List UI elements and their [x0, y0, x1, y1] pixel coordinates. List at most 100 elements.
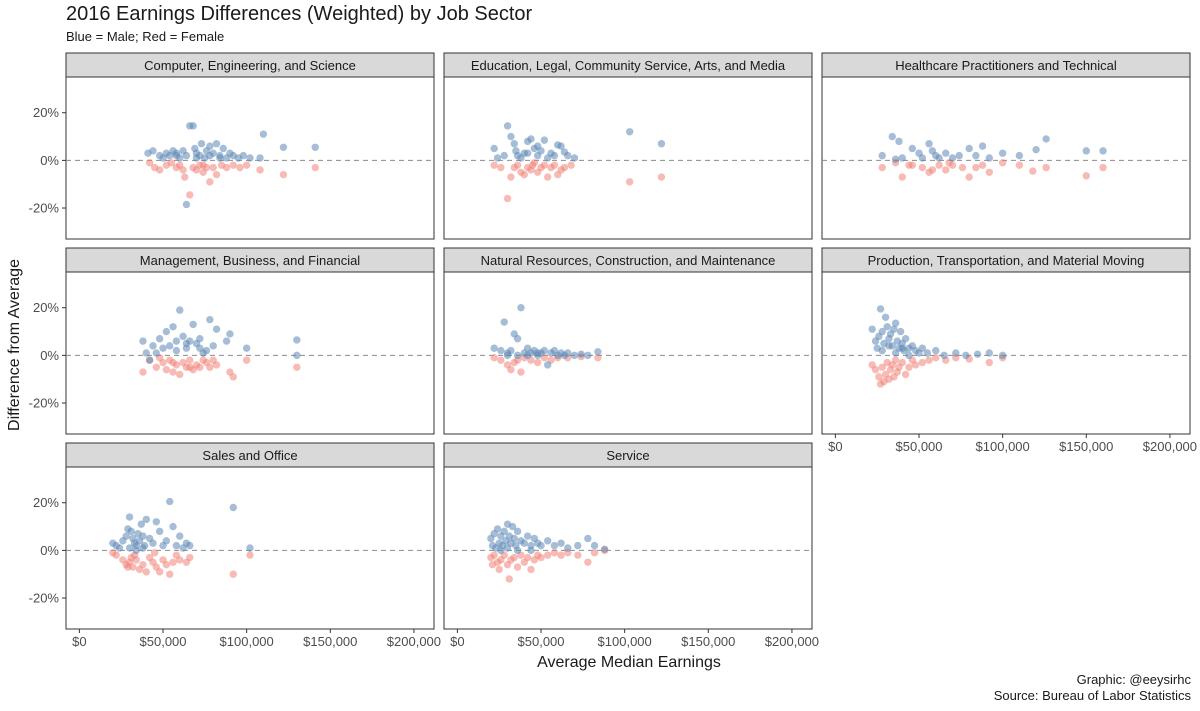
female-point	[574, 551, 582, 559]
male-point	[206, 315, 214, 324]
female-point	[209, 163, 217, 172]
male-point	[1042, 135, 1050, 143]
male-point	[540, 346, 549, 355]
female-point	[490, 551, 498, 559]
female-point	[528, 161, 537, 169]
female-point	[985, 168, 993, 176]
female-point	[242, 161, 251, 169]
male-point	[115, 544, 124, 552]
y-tick-label: 20%	[33, 105, 59, 120]
male-point	[507, 132, 515, 141]
male-point	[212, 140, 221, 148]
female-point	[145, 159, 154, 167]
female-point	[186, 363, 194, 371]
male-point	[493, 525, 502, 533]
plot-area	[65, 271, 435, 435]
female-point	[159, 358, 167, 367]
male-point	[172, 346, 181, 355]
male-point	[139, 337, 147, 345]
male-point	[1099, 147, 1107, 155]
male-point	[883, 323, 891, 331]
male-point	[513, 351, 522, 360]
strip-label: Computer, Engineering, and Science	[144, 58, 356, 73]
male-point	[985, 349, 993, 357]
male-point	[925, 140, 933, 148]
strip-background	[821, 247, 1191, 273]
male-point	[952, 349, 960, 357]
female-point	[584, 558, 592, 566]
strip-label: Natural Resources, Construction, and Mai…	[481, 253, 776, 268]
male-point	[197, 140, 206, 148]
female-point	[139, 560, 147, 569]
female-point	[594, 354, 602, 362]
male-point	[182, 151, 191, 160]
graphic-credit: Graphic: @eeysirhc	[1076, 672, 1191, 687]
female-point	[162, 560, 171, 569]
x-tick-label: $0	[450, 634, 464, 649]
female-point	[560, 163, 569, 172]
male-point	[145, 356, 154, 364]
female-point	[905, 161, 913, 169]
female-point	[246, 551, 254, 559]
female-point	[293, 363, 301, 371]
male-point	[242, 344, 251, 352]
female-point	[490, 354, 498, 362]
male-point	[172, 151, 181, 160]
male-point	[998, 149, 1007, 157]
x-tick-label: $150,000	[1059, 439, 1113, 454]
male-point	[918, 344, 927, 352]
y-tick-label: 0%	[40, 153, 59, 168]
male-point	[169, 522, 177, 531]
strip-background	[65, 247, 435, 273]
y-axis-title: Difference from Average	[6, 259, 23, 431]
female-point	[167, 159, 176, 167]
female-point	[965, 173, 973, 181]
female-point	[497, 163, 505, 172]
female-point	[196, 363, 204, 371]
male-point	[895, 137, 903, 146]
female-point	[279, 170, 288, 179]
male-point	[527, 135, 535, 143]
female-point	[905, 363, 913, 371]
y-tick-label: 0%	[40, 543, 59, 558]
female-point	[155, 166, 164, 174]
female-point	[212, 361, 221, 369]
male-point	[550, 151, 559, 160]
male-point	[179, 332, 187, 341]
male-point	[125, 513, 134, 521]
male-point	[1082, 147, 1090, 155]
y-tick-label: -20%	[29, 396, 60, 411]
male-point	[209, 342, 217, 350]
male-point	[523, 532, 532, 540]
male-point	[497, 346, 505, 355]
male-point	[149, 147, 157, 155]
female-point	[878, 163, 886, 172]
male-point	[259, 130, 268, 138]
male-point	[537, 541, 545, 550]
female-point	[523, 553, 532, 562]
panel-natural-resources-construction-and-maintenance: Natural Resources, Construction, and Mai…	[443, 247, 813, 435]
x-tick-label: $200,000	[1143, 439, 1197, 454]
x-tick-label: $150,000	[303, 634, 357, 649]
male-point	[226, 330, 234, 338]
plot-area	[821, 271, 1191, 435]
female-point	[918, 163, 927, 172]
male-point	[222, 337, 231, 345]
female-point	[507, 365, 515, 374]
male-point	[962, 351, 970, 360]
strip-background	[821, 52, 1191, 78]
male-point	[155, 527, 164, 536]
male-point	[239, 151, 248, 160]
male-point	[890, 325, 898, 333]
y-tick-label: -20%	[29, 201, 60, 216]
male-point	[998, 351, 1007, 360]
strip-background	[443, 247, 813, 273]
male-point	[868, 325, 876, 333]
female-point	[199, 161, 207, 169]
female-point	[513, 563, 522, 571]
male-point	[942, 149, 950, 157]
female-point	[155, 568, 164, 576]
female-point	[918, 358, 927, 367]
male-point	[891, 155, 900, 163]
female-point	[176, 556, 184, 564]
